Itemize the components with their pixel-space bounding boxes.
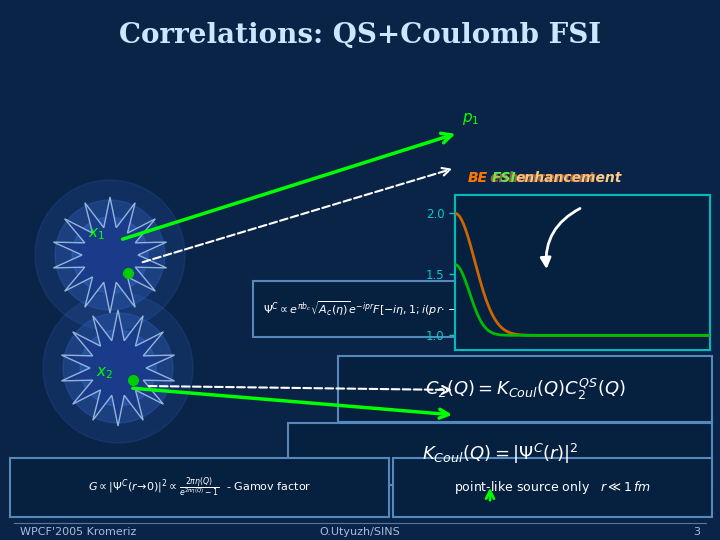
Text: enhancement: enhancement [490,171,596,185]
Text: BE: BE [468,171,488,185]
FancyBboxPatch shape [253,281,492,337]
Text: $p_1$: $p_1$ [462,111,480,127]
FancyBboxPatch shape [393,458,712,517]
Text: FSI: FSI [492,171,517,185]
Circle shape [35,180,185,330]
Polygon shape [61,310,174,426]
Text: Correlations: QS+Coulomb FSI: Correlations: QS+Coulomb FSI [119,22,601,49]
Text: $\Psi^C \propto e^{\pi b_c}\sqrt{A_c(\eta)}e^{-ipr}F[-i\eta,1;i(pr\!\cdot\!-\!pr: $\Psi^C \propto e^{\pi b_c}\sqrt{A_c(\et… [263,300,482,319]
Circle shape [63,313,173,423]
Text: WPCF'2005 Kromeriz: WPCF'2005 Kromeriz [20,527,136,537]
Circle shape [80,330,156,406]
Text: 3: 3 [693,527,700,537]
FancyBboxPatch shape [455,195,710,350]
FancyBboxPatch shape [288,423,712,485]
Text: $C_2(Q) = K_{Coul}(Q)C_2^{QS}(Q)$: $C_2(Q) = K_{Coul}(Q)C_2^{QS}(Q)$ [425,376,626,402]
FancyBboxPatch shape [10,458,389,517]
Circle shape [43,293,193,443]
Text: O.Utyuzh/SINS: O.Utyuzh/SINS [320,527,400,537]
Text: $K_{Coul}(Q) = |\Psi^C(r)|^2$: $K_{Coul}(Q) = |\Psi^C(r)|^2$ [422,442,578,466]
Text: point-like source only   $r \ll 1\,fm$: point-like source only $r \ll 1\,fm$ [454,479,651,496]
Text: enhancement: enhancement [516,171,622,185]
Text: $x_2$: $x_2$ [96,365,113,381]
Circle shape [55,200,165,310]
Text: BE: BE [468,171,488,185]
Text: $G \propto |\Psi^C(r\!\to\!0)|^2 \propto \frac{2\pi\eta(Q)}{e^{2\pi\eta(Q)}-1}$ : $G \propto |\Psi^C(r\!\to\!0)|^2 \propto… [88,475,311,500]
Polygon shape [53,197,166,313]
FancyBboxPatch shape [338,356,712,422]
Text: $x_1$: $x_1$ [88,226,105,242]
Circle shape [72,217,148,293]
